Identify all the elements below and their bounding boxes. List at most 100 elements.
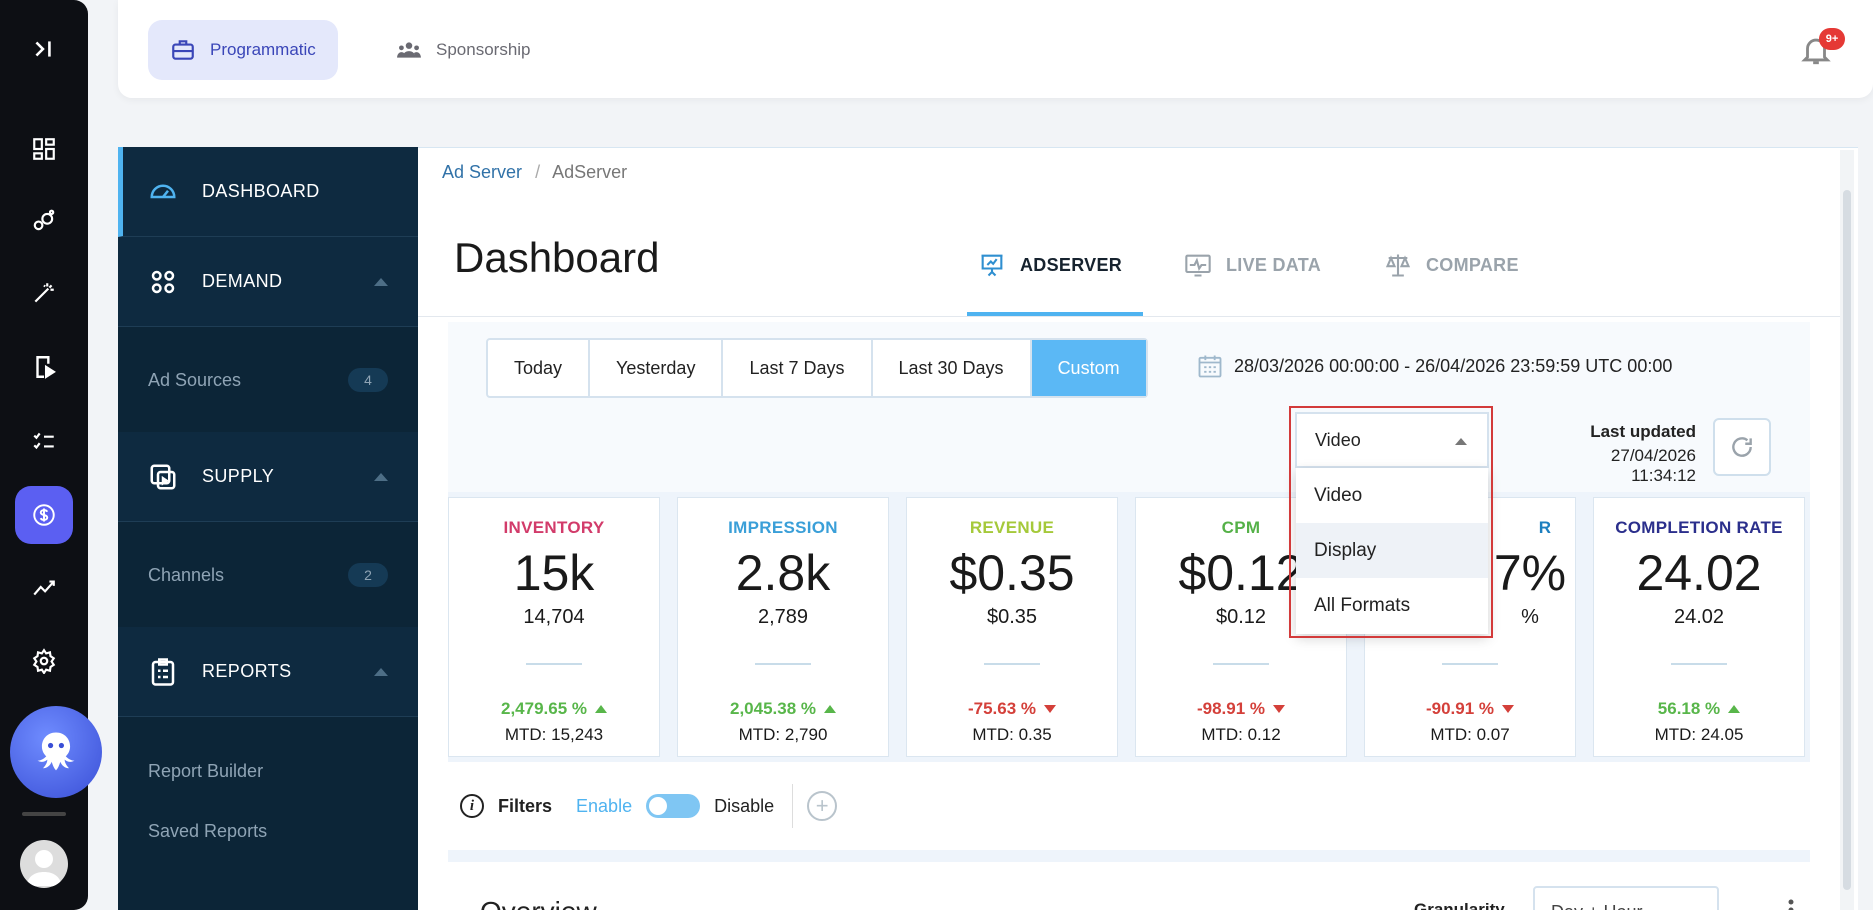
kpi-change: -75.63 % [907, 699, 1117, 719]
date-range-picker[interactable]: 28/03/2026 00:00:00 - 26/04/2026 23:59:5… [1196, 352, 1672, 380]
trend-down-icon [1044, 705, 1057, 713]
ad-sources-count: 4 [348, 368, 388, 392]
kpi-exact-value: % [1521, 606, 1539, 628]
rail-divider [22, 812, 66, 816]
kpi-divider [526, 663, 582, 665]
kpi-value: $0.12 [1178, 545, 1304, 601]
nav-dashboard-label: DASHBOARD [202, 181, 320, 201]
top-bar: Programmatic Sponsorship 9+ [118, 0, 1873, 98]
filters-enable-label[interactable]: Enable [576, 795, 633, 816]
kpi-change: 2,479.65 % [449, 699, 659, 719]
monitor-pulse-icon [1185, 254, 1211, 277]
ad-sources-label: Ad Sources [148, 369, 242, 390]
dashboard-content: Today Yesterday Last 7 Days Last 30 Days… [448, 322, 1810, 910]
kpi-mtd: MTD: 24.05 [1654, 725, 1744, 744]
kpi-title: CPM [1221, 518, 1261, 537]
tab-compare[interactable]: COMPARE [1384, 240, 1519, 290]
overview-title: Overview [480, 896, 597, 910]
kpi-change-value: 2,045.38 % [729, 699, 816, 718]
more-vertical-icon[interactable] [1788, 898, 1794, 910]
nav-reports-label: REPORTS [202, 661, 292, 681]
assistant-octopus-icon[interactable] [10, 706, 102, 798]
magic-wand-icon[interactable] [27, 276, 61, 310]
trend-down-icon [1273, 705, 1286, 713]
checklist-icon[interactable] [27, 424, 61, 458]
kpi-exact-value: 2,789 [757, 606, 809, 628]
info-icon[interactable]: i [460, 794, 484, 818]
user-avatar[interactable] [20, 840, 68, 888]
supply-layers-icon [150, 464, 176, 489]
caret-up-icon [1455, 438, 1467, 445]
tab-sponsorship[interactable]: Sponsorship [374, 20, 553, 80]
kpi-value: 15k [513, 545, 595, 601]
format-option-all-formats[interactable]: All Formats [1314, 594, 1411, 616]
expand-rail-icon[interactable] [27, 32, 61, 66]
range-last-7-days-button[interactable]: Last 7 Days [723, 340, 873, 396]
kpi-change: -98.91 % [1136, 699, 1346, 719]
dashboard-grid-icon[interactable] [27, 132, 61, 166]
trend-down-icon [1502, 705, 1515, 713]
kpi-title: R [1538, 518, 1552, 537]
filters-toggle[interactable] [646, 794, 701, 818]
settings-gear-icon[interactable] [27, 644, 61, 678]
scrollbar-thumb[interactable] [1843, 190, 1851, 890]
nav-channels[interactable]: Channels 2 [148, 545, 418, 605]
kpi-value: $0.35 [949, 545, 1075, 601]
breadcrumb-ad-server[interactable]: Ad Server [442, 162, 523, 182]
add-filter-button[interactable]: + [807, 791, 838, 821]
revenue-dollar-icon[interactable] [15, 486, 73, 544]
nav-saved-reports[interactable]: Saved Reports [148, 801, 418, 861]
format-option-video[interactable]: Video [1314, 484, 1363, 506]
kpi-divider [1213, 663, 1269, 665]
tab-compare-label: COMPARE [1426, 254, 1519, 275]
breadcrumb-current: AdServer [552, 162, 628, 182]
kpi-title: IMPRESSION [728, 518, 838, 537]
kpi-divider [1442, 663, 1498, 665]
report-builder-label: Report Builder [148, 760, 264, 781]
kpi-mtd: MTD: 0.07 [1430, 725, 1510, 744]
nav-demand[interactable]: DEMAND [118, 237, 418, 327]
granularity-label: Granularity [1414, 900, 1505, 910]
nav-report-builder[interactable]: Report Builder [148, 741, 418, 801]
tab-programmatic[interactable]: Programmatic [148, 20, 338, 80]
briefcase-icon [172, 40, 194, 60]
group-icon [397, 42, 421, 58]
date-panel: Today Yesterday Last 7 Days Last 30 Days… [448, 322, 1810, 492]
overview-panel: Overview Granularity Day + Hour [448, 862, 1810, 910]
nav-supply[interactable]: SUPPLY [118, 432, 418, 522]
nav-dashboard[interactable]: DASHBOARD [118, 147, 418, 237]
range-today-button[interactable]: Today [488, 340, 591, 396]
kpi-change: 56.18 % [1594, 699, 1804, 719]
last-updated-label: Last updated [1590, 422, 1696, 441]
filters-disable-label[interactable]: Disable [714, 795, 775, 816]
bubbles-icon[interactable] [27, 204, 61, 238]
presentation-icon [981, 254, 1003, 277]
reports-submenu: Report Builder Saved Reports [118, 717, 418, 910]
kpi-mtd: MTD: 15,243 [504, 725, 604, 744]
last-updated: Last updated 27/04/2026 11:34:12 [1558, 422, 1696, 486]
range-custom-button[interactable]: Custom [1031, 340, 1146, 396]
kpi-mtd: MTD: 0.12 [1201, 725, 1281, 744]
granularity-select[interactable]: Day + Hour [1533, 886, 1719, 910]
kpi-card-revenue: REVENUE $0.35 $0.35 -75.63 % MTD: 0.35 [906, 497, 1118, 757]
format-option-display[interactable]: Display [1296, 523, 1488, 578]
channels-label: Channels [148, 564, 225, 585]
speedometer-icon [150, 184, 176, 198]
tab-adserver[interactable]: ADSERVER [978, 240, 1122, 290]
format-select[interactable]: Video [1295, 412, 1489, 468]
tab-sponsorship-label: Sponsorship [436, 40, 531, 59]
video-play-icon[interactable] [27, 350, 61, 384]
chevron-up-icon [374, 472, 388, 481]
main-panel: Ad Server / AdServer Dashboard ADSERVER … [418, 147, 1858, 910]
analytics-trend-icon[interactable] [27, 570, 61, 604]
range-last-30-days-button[interactable]: Last 30 Days [873, 340, 1032, 396]
range-yesterday-button[interactable]: Yesterday [590, 340, 724, 396]
nav-ad-sources[interactable]: Ad Sources 4 [148, 350, 418, 410]
refresh-button[interactable] [1713, 418, 1771, 476]
kpi-change: 2,045.38 % [678, 699, 888, 719]
nav-reports[interactable]: REPORTS [118, 627, 418, 717]
demand-submenu: Ad Sources 4 [118, 327, 418, 432]
chevron-up-icon [374, 667, 388, 676]
kpi-card-impression: IMPRESSION 2.8k 2,789 2,045.38 % MTD: 2,… [677, 497, 889, 757]
tab-live-data[interactable]: LIVE DATA [1184, 240, 1321, 290]
